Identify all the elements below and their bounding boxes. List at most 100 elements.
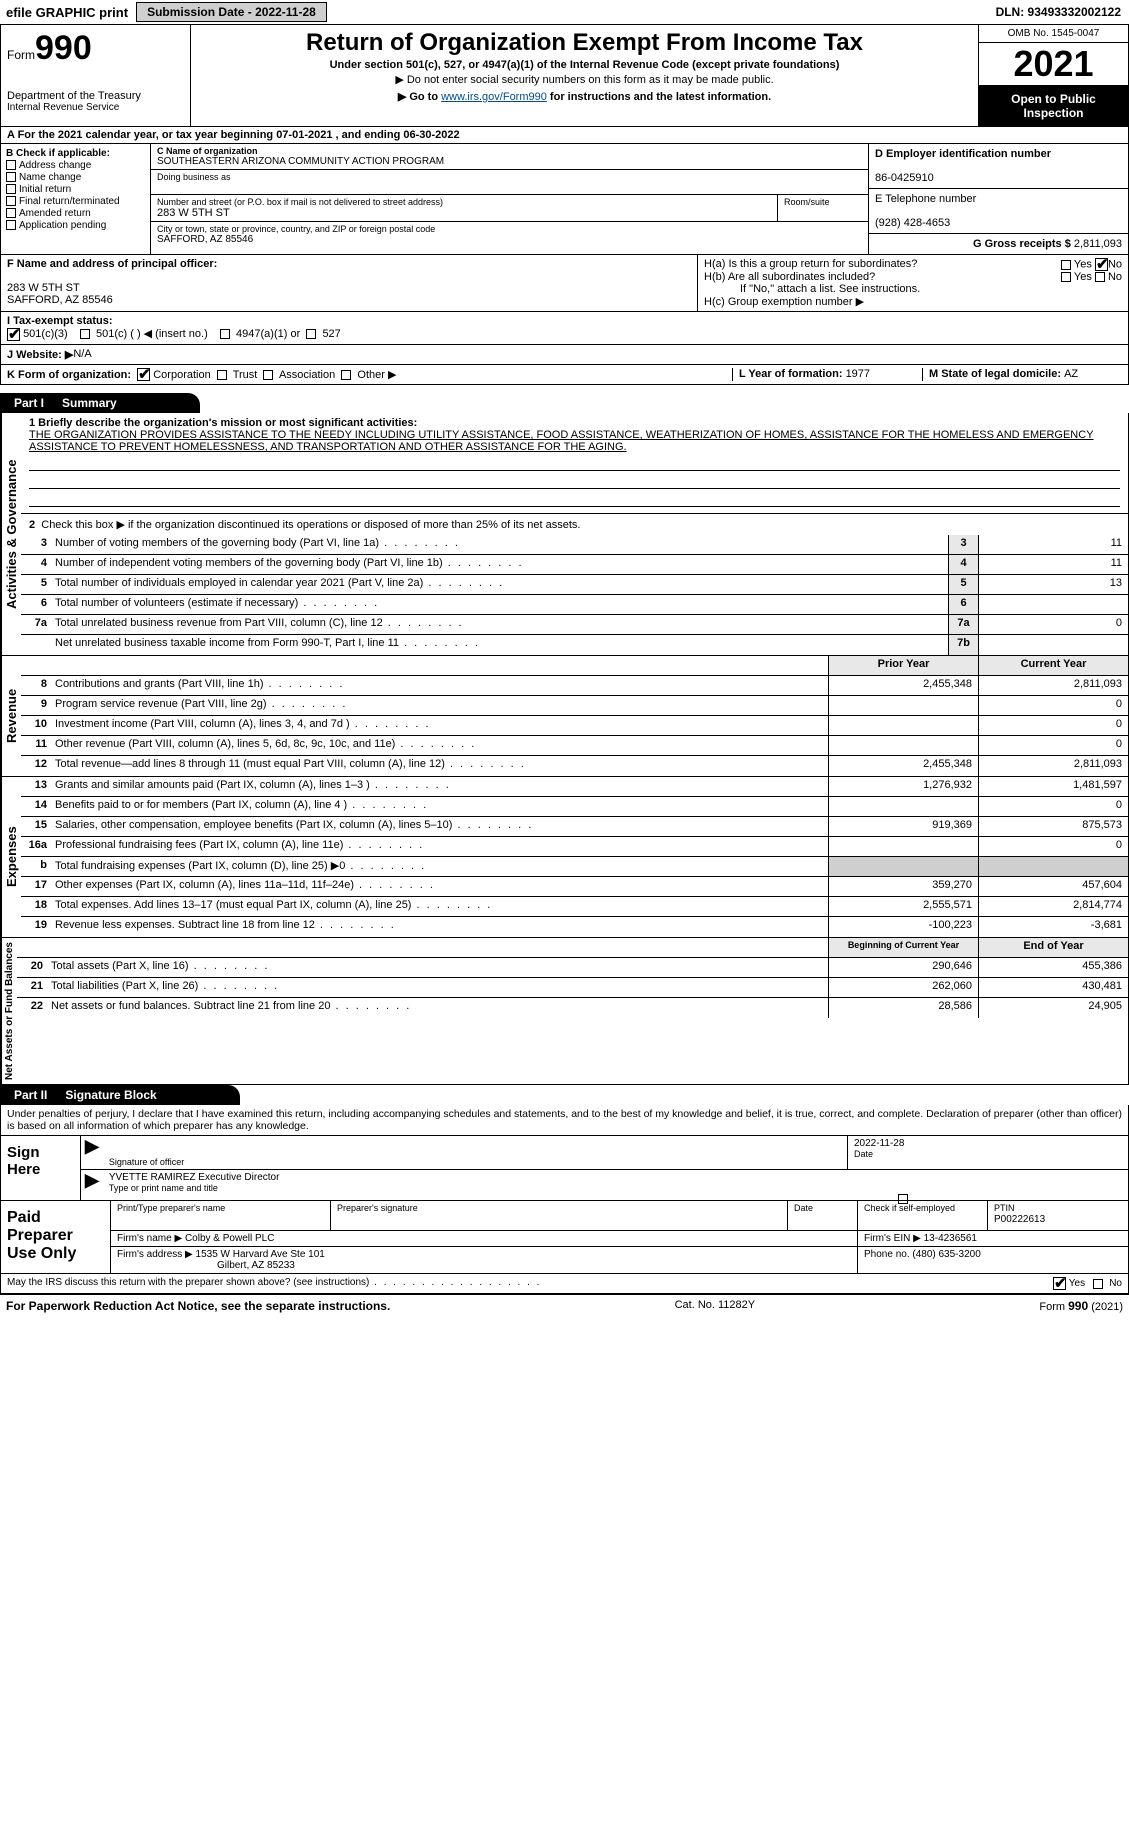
chk-name-change[interactable] [6,172,16,182]
ptin-label: PTIN [994,1203,1015,1213]
chk-hb-no[interactable] [1095,272,1105,282]
footer-right: Form 990 (2021) [1039,1299,1123,1313]
table-row: 10 Investment income (Part VIII, column … [21,716,1128,736]
street-value: 283 W 5TH ST [157,207,771,219]
firm-ein: 13-4236561 [924,1233,977,1244]
section-revenue: Revenue Prior Year Current Year 8 Contri… [0,656,1129,777]
entity-block: B Check if applicable: Address change Na… [0,144,1129,255]
firm-addr2: Gilbert, AZ 85233 [117,1260,295,1271]
chk-final-return[interactable] [6,196,16,206]
chk-501c[interactable] [80,329,90,339]
submission-date-button[interactable]: Submission Date - 2022-11-28 [136,2,327,22]
chk-527[interactable] [306,329,316,339]
chk-trust[interactable] [217,370,227,380]
table-row: 9 Program service revenue (Part VIII, li… [21,696,1128,716]
block-h-group: H(a) Is this a group return for subordin… [698,255,1128,311]
sig-date-value: 2022-11-28 [854,1138,904,1149]
chk-self-employed[interactable] [898,1194,908,1204]
part2-num: Part II [8,1088,53,1102]
chk-discuss-no[interactable] [1093,1279,1103,1289]
row-i-tax-status: I Tax-exempt status: 501(c)(3) 501(c) ( … [0,312,1129,345]
arrow-icon: ▶ [81,1136,103,1169]
lbl-final-return: Final return/terminated [19,196,120,207]
irs-link[interactable]: www.irs.gov/Form990 [441,91,547,103]
chk-corp[interactable] [137,368,150,381]
table-row: 19 Revenue less expenses. Subtract line … [21,917,1128,937]
lbl-trust: Trust [233,369,258,381]
chk-ha-no[interactable] [1095,258,1108,271]
website-label: J Website: ▶ [7,348,73,361]
discuss-yes: Yes [1069,1278,1085,1289]
section-activities-governance: Activities & Governance 1 Briefly descri… [0,413,1129,656]
section-expenses: Expenses 13 Grants and similar amounts p… [0,777,1129,938]
officer-label: F Name and address of principal officer: [7,258,217,270]
arrow-icon-2: ▶ [81,1170,103,1200]
ssn-note: ▶ Do not enter social security numbers o… [199,73,970,86]
table-row: 20 Total assets (Part X, line 16) 290,64… [17,958,1128,978]
city-value: SAFFORD, AZ 85546 [157,234,862,245]
topbar: efile GRAPHIC print Submission Date - 20… [0,0,1129,25]
lbl-yes2: Yes [1074,271,1092,283]
year-formation-value: 1977 [846,368,870,380]
chk-ha-yes[interactable] [1061,260,1071,270]
table-row: 12 Total revenue—add lines 8 through 11 … [21,756,1128,776]
chk-address-change[interactable] [6,160,16,170]
chk-4947[interactable] [220,329,230,339]
row-a-tax-year: A For the 2021 calendar year, or tax yea… [0,127,1129,144]
table-row: 18 Total expenses. Add lines 13–17 (must… [21,897,1128,917]
open-inspection: Open to Public Inspection [979,86,1128,126]
link-suffix: for instructions and the latest informat… [547,91,771,103]
table-row: 5 Total number of individuals employed i… [21,575,1128,595]
chk-amended[interactable] [6,208,16,218]
header-left: Form990 Department of the Treasury Inter… [1,25,191,126]
lbl-no2: No [1108,271,1122,283]
paid-preparer-label: Paid Preparer Use Only [1,1201,111,1273]
efile-label: efile GRAPHIC print [2,5,132,20]
prep-phone: (480) 635-3200 [912,1249,980,1260]
sig-officer-label: Signature of officer [109,1157,841,1167]
chk-assoc[interactable] [263,370,273,380]
col-d-ein-phone: D Employer identification number 86-0425… [868,144,1128,254]
part1-title: Summary [62,396,117,410]
part1-header: Part I Summary [0,393,200,413]
city-label: City or town, state or province, country… [157,224,862,234]
lbl-address-change: Address change [19,160,91,171]
chk-app-pending[interactable] [6,220,16,230]
l2-text: Check this box ▶ if the organization dis… [41,519,580,531]
footer-left: For Paperwork Reduction Act Notice, see … [6,1299,390,1313]
ptin-value: P00222613 [994,1214,1045,1225]
part2-title: Signature Block [65,1088,156,1102]
lbl-501c: 501(c) ( ) ◀ (insert no.) [96,328,208,340]
chk-initial-return[interactable] [6,184,16,194]
table-row: 22 Net assets or fund balances. Subtract… [17,998,1128,1018]
chk-hb-yes[interactable] [1061,272,1071,282]
gross-label: G Gross receipts $ [973,238,1074,250]
signature-block: Under penalties of perjury, I declare th… [0,1105,1129,1294]
gross-value: 2,811,093 [1074,238,1122,250]
officer-group-block: F Name and address of principal officer:… [0,255,1129,312]
firm-addr1: 1535 W Harvard Ave Ste 101 [196,1249,325,1260]
chk-discuss-yes[interactable] [1053,1277,1066,1290]
table-row: 14 Benefits paid to or for members (Part… [21,797,1128,817]
l1-label: 1 Briefly describe the organization's mi… [29,417,417,429]
table-row: 7a Total unrelated business revenue from… [21,615,1128,635]
firm-name-label: Firm's name ▶ [117,1233,185,1244]
phone-label: E Telephone number [875,193,976,205]
rev-header-row: Prior Year Current Year [21,656,1128,676]
chk-other[interactable] [341,370,351,380]
lbl-assoc: Association [279,369,335,381]
street-label: Number and street (or P.O. box if mail i… [157,197,771,207]
table-row: 6 Total number of volunteers (estimate i… [21,595,1128,615]
table-row: 11 Other revenue (Part VIII, column (A),… [21,736,1128,756]
form-prefix: Form [7,48,35,62]
chk-501c3[interactable] [7,328,20,341]
lbl-527: 527 [322,328,340,340]
lbl-initial-return: Initial return [19,184,71,195]
discuss-label: May the IRS discuss this return with the… [7,1277,962,1290]
phone-value: (928) 428-4653 [875,217,950,229]
firm-name: Colby & Powell PLC [185,1233,274,1244]
lbl-yes: Yes [1074,258,1092,270]
ha-label: H(a) Is this a group return for subordin… [704,258,964,271]
website-value: N/A [73,348,91,361]
sig-date-label: Date [854,1149,873,1159]
